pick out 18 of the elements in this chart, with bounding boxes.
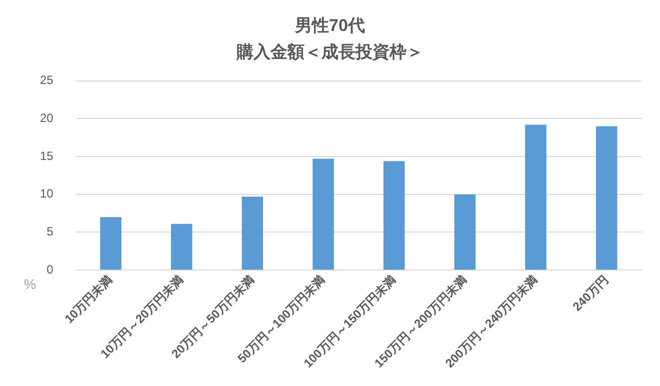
bar xyxy=(242,196,264,270)
chart-subtitle: 購入金額＜成長投資枠＞ xyxy=(236,42,424,62)
y-tick-label: 10 xyxy=(40,186,54,201)
bar xyxy=(596,126,618,270)
bar xyxy=(312,158,334,270)
y-tick-label: 0 xyxy=(46,262,54,276)
bar xyxy=(100,217,122,270)
y-tick-label: 5 xyxy=(46,224,54,239)
bar xyxy=(170,224,192,270)
chart-title: 男性70代 xyxy=(294,16,365,35)
y-tick-label: 25 xyxy=(40,73,54,88)
y-axis-title: % xyxy=(24,276,36,292)
bar xyxy=(525,124,546,270)
x-tick-label: 10万円未満 xyxy=(62,272,116,326)
y-tick-label: 15 xyxy=(40,148,54,163)
y-tick-label: 20 xyxy=(40,110,54,125)
bar xyxy=(454,194,476,270)
bar xyxy=(383,161,405,270)
